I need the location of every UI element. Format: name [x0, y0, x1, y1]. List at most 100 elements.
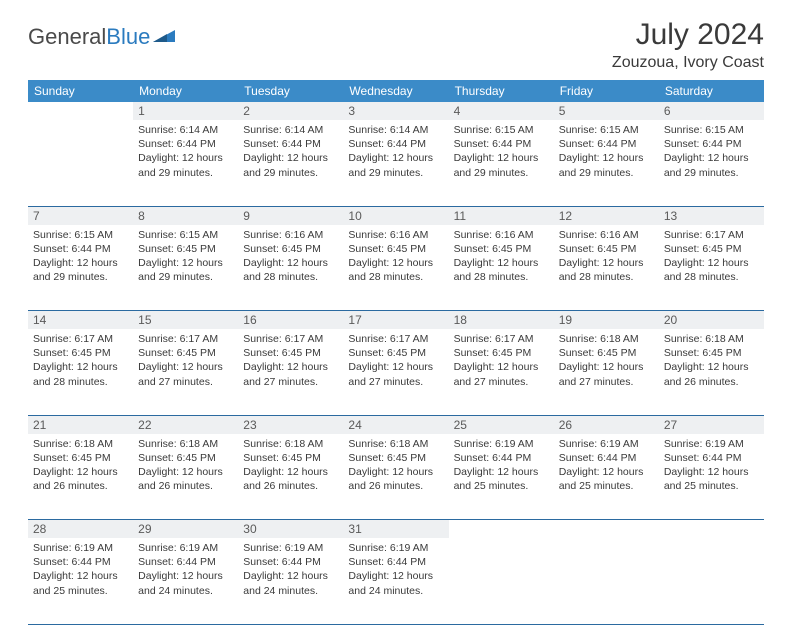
day-number-cell: 25	[449, 415, 554, 434]
day-number-cell: 8	[133, 206, 238, 225]
day-number: 13	[659, 207, 764, 225]
day-number-cell	[554, 520, 659, 539]
sunset-line: Sunset: 6:44 PM	[664, 451, 759, 465]
day-content-row: Sunrise: 6:15 AMSunset: 6:44 PMDaylight:…	[28, 225, 764, 311]
day-details: Sunrise: 6:18 AMSunset: 6:45 PMDaylight:…	[659, 329, 764, 393]
daylight-line: Daylight: 12 hours and 24 minutes.	[138, 569, 233, 597]
day-cell: Sunrise: 6:15 AMSunset: 6:45 PMDaylight:…	[133, 225, 238, 311]
day-number: 8	[133, 207, 238, 225]
day-content-row: Sunrise: 6:14 AMSunset: 6:44 PMDaylight:…	[28, 120, 764, 206]
day-number: 7	[28, 207, 133, 225]
sunset-line: Sunset: 6:45 PM	[138, 451, 233, 465]
sunset-line: Sunset: 6:45 PM	[664, 242, 759, 256]
day-number: 30	[238, 520, 343, 538]
sunset-line: Sunset: 6:44 PM	[138, 137, 233, 151]
sunrise-line: Sunrise: 6:17 AM	[33, 332, 128, 346]
day-number-cell: 13	[659, 206, 764, 225]
day-cell: Sunrise: 6:16 AMSunset: 6:45 PMDaylight:…	[238, 225, 343, 311]
sunrise-line: Sunrise: 6:19 AM	[243, 541, 338, 555]
day-number-cell: 23	[238, 415, 343, 434]
day-number-row: 123456	[28, 102, 764, 120]
sunrise-line: Sunrise: 6:17 AM	[138, 332, 233, 346]
day-cell	[28, 120, 133, 206]
day-number-cell: 10	[343, 206, 448, 225]
logo-triangle-icon	[153, 24, 177, 50]
day-cell: Sunrise: 6:18 AMSunset: 6:45 PMDaylight:…	[28, 434, 133, 520]
daylight-line: Daylight: 12 hours and 25 minutes.	[664, 465, 759, 493]
day-number-cell: 15	[133, 311, 238, 330]
sunset-line: Sunset: 6:44 PM	[243, 555, 338, 569]
sunrise-line: Sunrise: 6:18 AM	[664, 332, 759, 346]
sunset-line: Sunset: 6:44 PM	[33, 242, 128, 256]
sunset-line: Sunset: 6:45 PM	[243, 346, 338, 360]
sunset-line: Sunset: 6:45 PM	[664, 346, 759, 360]
weekday-header: Tuesday	[238, 80, 343, 102]
sunset-line: Sunset: 6:44 PM	[348, 555, 443, 569]
day-number-cell: 18	[449, 311, 554, 330]
day-number: 28	[28, 520, 133, 538]
day-number-cell: 1	[133, 102, 238, 120]
day-cell: Sunrise: 6:17 AMSunset: 6:45 PMDaylight:…	[238, 329, 343, 415]
day-cell: Sunrise: 6:19 AMSunset: 6:44 PMDaylight:…	[133, 538, 238, 624]
day-details: Sunrise: 6:18 AMSunset: 6:45 PMDaylight:…	[28, 434, 133, 498]
day-details: Sunrise: 6:19 AMSunset: 6:44 PMDaylight:…	[659, 434, 764, 498]
weekday-header: Sunday	[28, 80, 133, 102]
day-number: 22	[133, 416, 238, 434]
day-number-cell: 16	[238, 311, 343, 330]
sunrise-line: Sunrise: 6:17 AM	[243, 332, 338, 346]
sunrise-line: Sunrise: 6:19 AM	[664, 437, 759, 451]
day-number: 3	[343, 102, 448, 120]
day-details: Sunrise: 6:19 AMSunset: 6:44 PMDaylight:…	[343, 538, 448, 602]
title-block: July 2024 Zouzoua, Ivory Coast	[612, 18, 764, 72]
day-details: Sunrise: 6:16 AMSunset: 6:45 PMDaylight:…	[554, 225, 659, 289]
day-number	[554, 520, 659, 538]
daylight-line: Daylight: 12 hours and 29 minutes.	[138, 256, 233, 284]
sunrise-line: Sunrise: 6:19 AM	[348, 541, 443, 555]
day-number-cell: 31	[343, 520, 448, 539]
day-cell: Sunrise: 6:17 AMSunset: 6:45 PMDaylight:…	[28, 329, 133, 415]
weekday-header-row: SundayMondayTuesdayWednesdayThursdayFrid…	[28, 80, 764, 102]
day-details: Sunrise: 6:18 AMSunset: 6:45 PMDaylight:…	[238, 434, 343, 498]
sunrise-line: Sunrise: 6:18 AM	[559, 332, 654, 346]
day-details: Sunrise: 6:16 AMSunset: 6:45 PMDaylight:…	[238, 225, 343, 289]
day-number: 29	[133, 520, 238, 538]
daylight-line: Daylight: 12 hours and 26 minutes.	[138, 465, 233, 493]
day-cell: Sunrise: 6:15 AMSunset: 6:44 PMDaylight:…	[659, 120, 764, 206]
day-cell: Sunrise: 6:19 AMSunset: 6:44 PMDaylight:…	[343, 538, 448, 624]
day-number-cell: 26	[554, 415, 659, 434]
day-number: 11	[449, 207, 554, 225]
daylight-line: Daylight: 12 hours and 28 minutes.	[243, 256, 338, 284]
day-cell: Sunrise: 6:19 AMSunset: 6:44 PMDaylight:…	[659, 434, 764, 520]
daylight-line: Daylight: 12 hours and 26 minutes.	[664, 360, 759, 388]
daylight-line: Daylight: 12 hours and 27 minutes.	[559, 360, 654, 388]
sunset-line: Sunset: 6:45 PM	[243, 242, 338, 256]
day-cell: Sunrise: 6:17 AMSunset: 6:45 PMDaylight:…	[449, 329, 554, 415]
day-number-cell: 17	[343, 311, 448, 330]
day-number-cell: 2	[238, 102, 343, 120]
day-number-cell: 22	[133, 415, 238, 434]
day-cell: Sunrise: 6:18 AMSunset: 6:45 PMDaylight:…	[133, 434, 238, 520]
day-cell: Sunrise: 6:18 AMSunset: 6:45 PMDaylight:…	[238, 434, 343, 520]
day-number-cell: 6	[659, 102, 764, 120]
day-cell: Sunrise: 6:16 AMSunset: 6:45 PMDaylight:…	[343, 225, 448, 311]
weekday-header: Thursday	[449, 80, 554, 102]
day-number-cell: 9	[238, 206, 343, 225]
weekday-header: Monday	[133, 80, 238, 102]
weekday-header: Friday	[554, 80, 659, 102]
day-number: 12	[554, 207, 659, 225]
day-number: 6	[659, 102, 764, 120]
day-number: 23	[238, 416, 343, 434]
day-number: 14	[28, 311, 133, 329]
day-details: Sunrise: 6:15 AMSunset: 6:45 PMDaylight:…	[133, 225, 238, 289]
sunset-line: Sunset: 6:45 PM	[243, 451, 338, 465]
day-number-cell	[659, 520, 764, 539]
daylight-line: Daylight: 12 hours and 28 minutes.	[33, 360, 128, 388]
day-number-cell: 11	[449, 206, 554, 225]
day-cell: Sunrise: 6:18 AMSunset: 6:45 PMDaylight:…	[554, 329, 659, 415]
sunrise-line: Sunrise: 6:19 AM	[138, 541, 233, 555]
weekday-header: Wednesday	[343, 80, 448, 102]
sunset-line: Sunset: 6:44 PM	[138, 555, 233, 569]
day-number: 9	[238, 207, 343, 225]
daylight-line: Daylight: 12 hours and 29 minutes.	[138, 151, 233, 179]
day-number: 21	[28, 416, 133, 434]
